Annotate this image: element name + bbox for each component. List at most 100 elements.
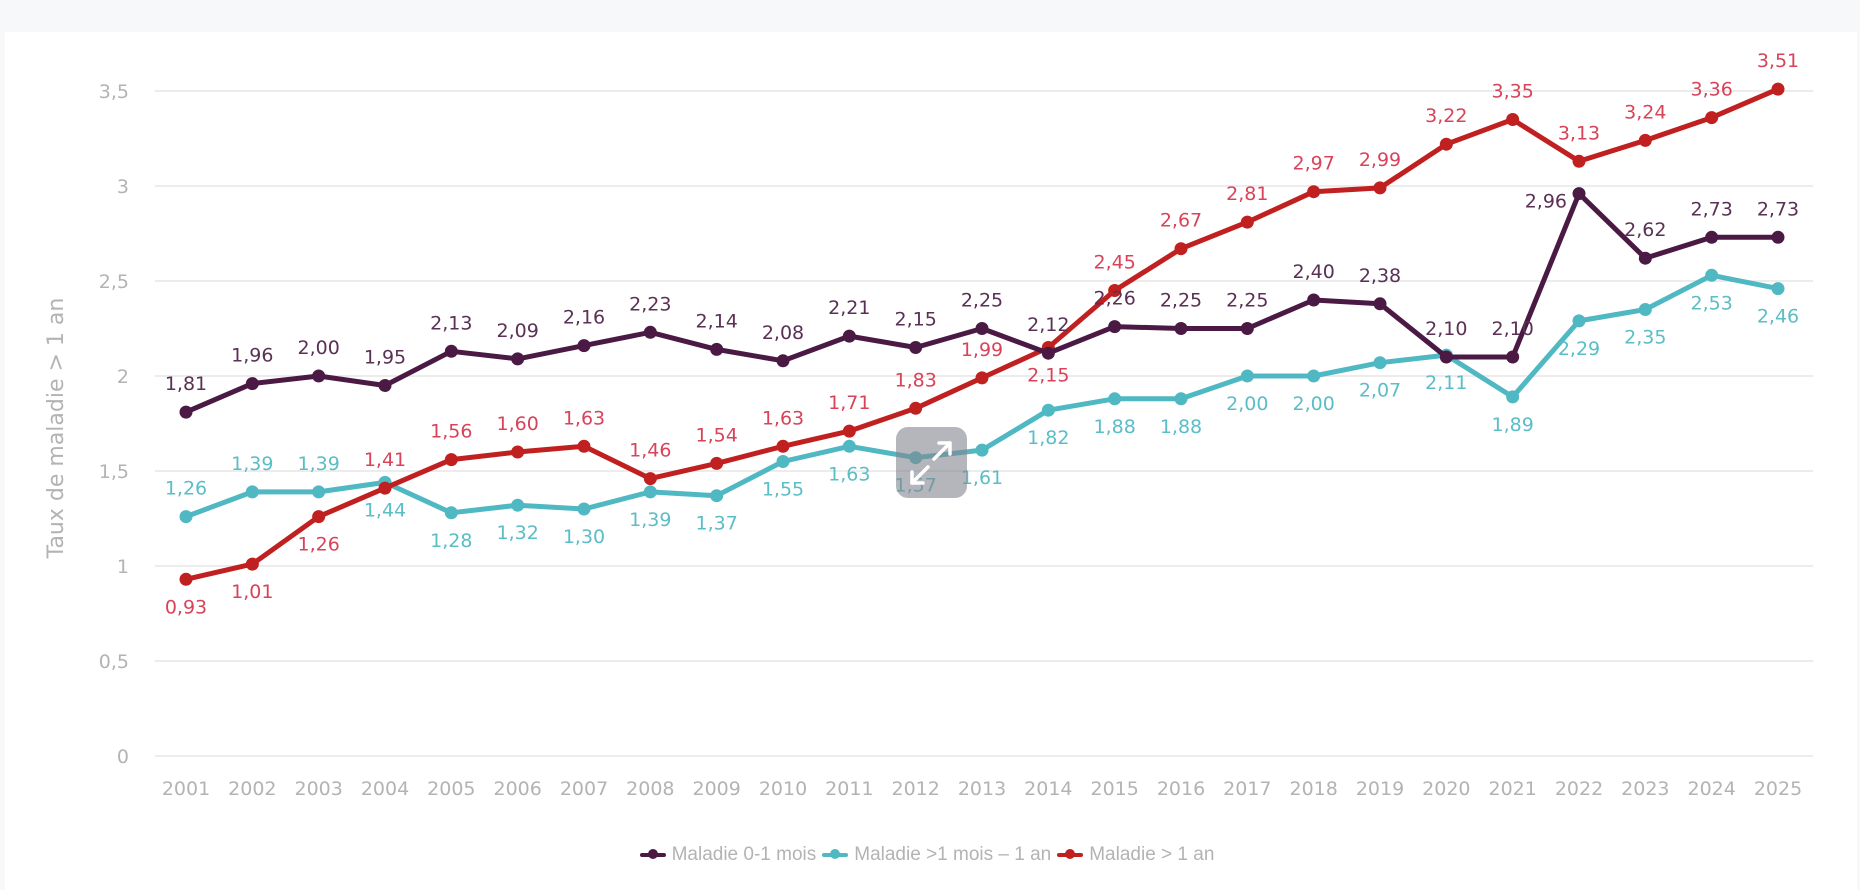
data-point — [1307, 185, 1321, 199]
x-tick-label: 2014 — [1024, 778, 1072, 800]
data-point — [710, 489, 724, 503]
data-label: 1,26 — [165, 478, 207, 500]
data-label: 2,12 — [1027, 314, 1069, 336]
x-tick-label: 2025 — [1754, 778, 1802, 800]
data-label: 1,89 — [1492, 414, 1534, 436]
data-point — [1373, 181, 1387, 195]
y-tick-label: 0,5 — [99, 651, 129, 673]
data-label: 2,15 — [1027, 365, 1069, 387]
data-label: 0,93 — [165, 596, 207, 618]
expand-button[interactable] — [896, 427, 967, 498]
x-tick-label: 2018 — [1289, 778, 1337, 800]
data-label: 2,73 — [1691, 198, 1733, 220]
data-point — [909, 401, 923, 415]
data-point — [776, 439, 790, 453]
data-label: 2,23 — [629, 293, 671, 315]
data-point — [444, 344, 458, 358]
data-point — [1307, 293, 1321, 307]
x-tick-label: 2017 — [1223, 778, 1271, 800]
data-point — [1439, 137, 1453, 151]
data-label: 1,39 — [298, 453, 340, 475]
data-point — [1506, 390, 1520, 404]
data-label: 2,00 — [1226, 393, 1268, 415]
data-label: 2,14 — [696, 310, 738, 332]
data-label: 1,96 — [231, 345, 273, 367]
data-point — [1771, 230, 1785, 244]
data-point — [776, 354, 790, 368]
data-label: 2,38 — [1359, 265, 1401, 287]
data-label: 2,10 — [1425, 318, 1467, 340]
x-tick-label: 2012 — [891, 778, 939, 800]
data-point — [1506, 350, 1520, 364]
data-point — [1373, 297, 1387, 311]
data-label: 2,25 — [961, 290, 1003, 312]
data-point — [1240, 369, 1254, 383]
data-label: 3,35 — [1492, 81, 1534, 103]
data-label: 1,46 — [629, 440, 671, 462]
data-point — [643, 325, 657, 339]
data-point — [975, 443, 989, 457]
x-tick-label: 2007 — [560, 778, 608, 800]
data-label: 2,16 — [563, 307, 605, 329]
data-point — [1506, 113, 1520, 126]
data-point — [1638, 303, 1652, 316]
x-tick-label: 2011 — [825, 778, 873, 800]
x-axis-ticks: 2001 2002 2003 2004 2005 2006 2007 2008 2009 2010… — [162, 778, 1802, 800]
data-label: 1,88 — [1094, 416, 1136, 438]
x-tick-label: 2004 — [361, 778, 409, 800]
data-label: 2,09 — [497, 320, 539, 342]
data-label: 1,37 — [696, 513, 738, 535]
data-label: 1,60 — [497, 413, 539, 435]
x-tick-label: 2003 — [294, 778, 342, 800]
data-label: 2,45 — [1094, 252, 1136, 274]
data-label: 1,26 — [298, 534, 340, 556]
data-label: 1,88 — [1160, 416, 1202, 438]
series-2 — [179, 82, 1785, 586]
x-tick-label: 2009 — [692, 778, 740, 800]
data-point — [842, 424, 856, 438]
data-label: 1,61 — [961, 467, 1003, 489]
data-point — [577, 439, 591, 453]
legend-item[interactable]: Maladie > 1 an — [1057, 844, 1214, 866]
y-tick-label: 1,5 — [99, 461, 129, 483]
data-label: 2,21 — [828, 297, 870, 319]
data-label: 3,24 — [1624, 101, 1666, 123]
data-label: 2,81 — [1226, 183, 1268, 205]
y-tick-label: 2,5 — [99, 271, 129, 293]
data-label: 2,10 — [1492, 318, 1534, 340]
legend-item[interactable]: Maladie 0-1 mois — [639, 844, 817, 866]
legend-label: Maladie 0-1 mois — [671, 844, 817, 865]
x-tick-label: 2023 — [1621, 778, 1669, 800]
data-label: 1,63 — [762, 407, 804, 429]
legend-swatch-icon — [639, 849, 666, 859]
data-label: 3,13 — [1558, 122, 1600, 144]
data-point — [842, 439, 856, 453]
data-labels: 1,81 1,96 2,00 1,95 2,13 2,09 2,16 2,23 2,14 2,08… — [165, 50, 1799, 618]
data-point — [1572, 154, 1586, 168]
data-label: 2,07 — [1359, 380, 1401, 402]
data-point — [179, 510, 193, 524]
data-label: 2,62 — [1624, 219, 1666, 241]
legend-swatch-icon — [1057, 849, 1084, 859]
data-label: 1,55 — [762, 479, 804, 501]
data-point — [1174, 392, 1188, 406]
data-point — [643, 485, 657, 499]
data-label: 1,56 — [430, 421, 472, 443]
data-point — [378, 481, 392, 495]
data-point — [245, 557, 259, 571]
data-point — [909, 341, 923, 354]
data-label: 2,96 — [1525, 191, 1567, 213]
data-label: 2,25 — [1160, 290, 1202, 312]
data-label: 2,13 — [430, 312, 472, 334]
data-label: 1,63 — [828, 463, 870, 485]
legend-label: Maladie >1 mois – 1 an — [854, 844, 1052, 865]
data-label: 2,46 — [1757, 306, 1799, 328]
data-label: 2,15 — [895, 309, 937, 331]
data-point — [1108, 284, 1122, 297]
data-point — [378, 379, 392, 392]
x-tick-label: 2020 — [1422, 778, 1470, 800]
legend-item[interactable]: Maladie >1 mois – 1 an — [822, 844, 1051, 866]
data-label: 1,82 — [1027, 427, 1069, 449]
data-label: 1,41 — [364, 449, 406, 471]
